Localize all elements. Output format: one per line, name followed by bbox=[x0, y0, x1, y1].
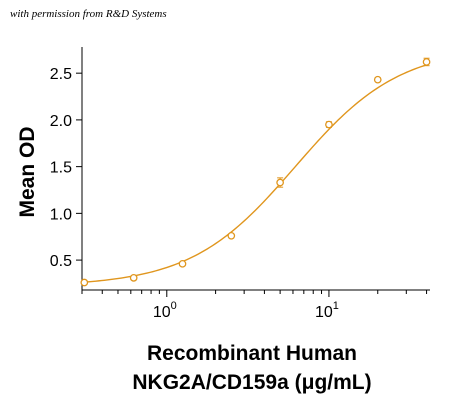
x-axis-title-line-1: Recombinant Human bbox=[147, 342, 357, 365]
y-tick-label: 1.5 bbox=[50, 160, 72, 177]
data-point bbox=[129, 273, 138, 282]
y-tick-label: 2.5 bbox=[50, 66, 72, 83]
data-point bbox=[227, 231, 236, 240]
y-tick-label: 1.0 bbox=[50, 206, 72, 223]
x-tick-label: 100 bbox=[153, 300, 177, 321]
data-point bbox=[325, 120, 333, 129]
y-tick-label: 2.0 bbox=[50, 113, 72, 130]
y-tick-label: 0.5 bbox=[50, 253, 72, 270]
fit-curve-layer bbox=[84, 64, 427, 283]
data-point bbox=[276, 178, 284, 187]
data-point bbox=[178, 259, 187, 268]
fit-curve bbox=[84, 64, 427, 283]
x-tick-label: 101 bbox=[315, 300, 339, 321]
attribution-note: with permission from R&D Systems bbox=[10, 8, 167, 20]
x-axis-title-line-2: NKG2A/CD159a (μg/mL) bbox=[132, 371, 371, 394]
data-point bbox=[80, 278, 89, 287]
data-points-layer bbox=[80, 57, 431, 287]
y-axis-title: Mean OD bbox=[16, 126, 39, 217]
data-point bbox=[422, 58, 431, 66]
axes: 0.5 1.0 1.5 2.0 2.5 100 101 bbox=[50, 47, 430, 321]
data-point bbox=[373, 75, 382, 84]
